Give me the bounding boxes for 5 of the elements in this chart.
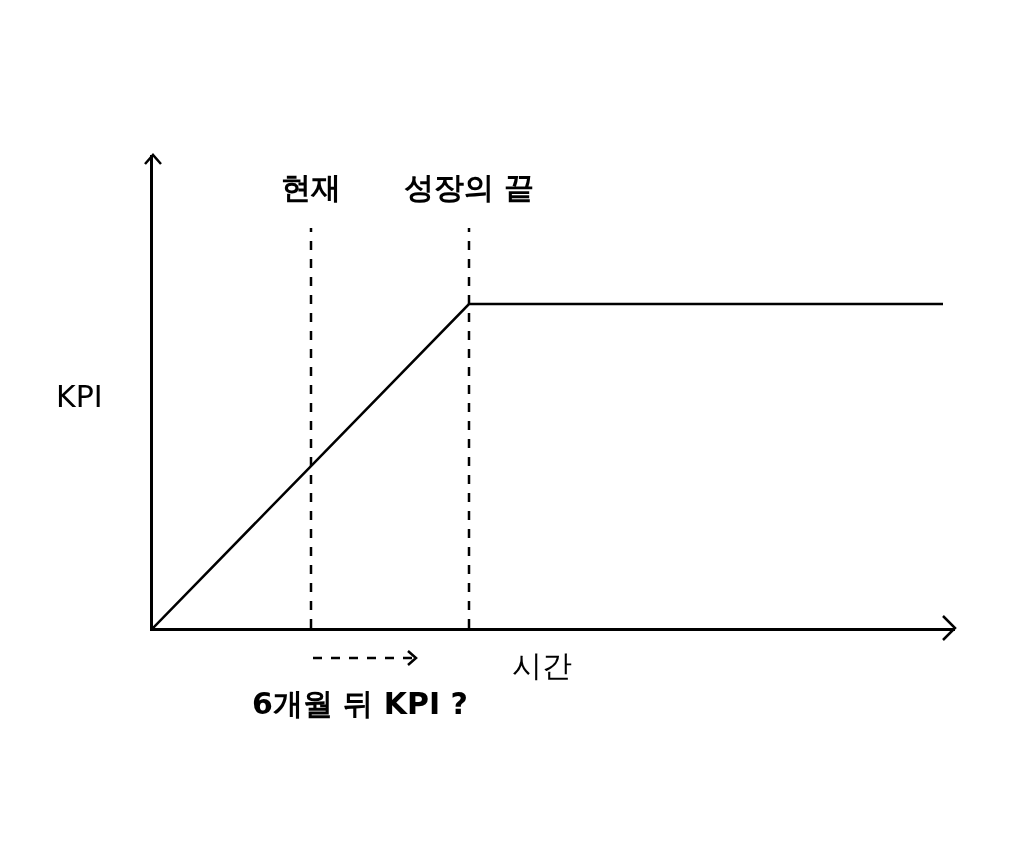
y-axis-title: KPI xyxy=(56,379,103,414)
x-axis-title: 시간 xyxy=(512,648,572,683)
text: 6개월 뒤 KPI ? xyxy=(252,686,469,721)
text: 현재 xyxy=(281,170,341,205)
text: 성장의 끝 xyxy=(404,170,535,205)
